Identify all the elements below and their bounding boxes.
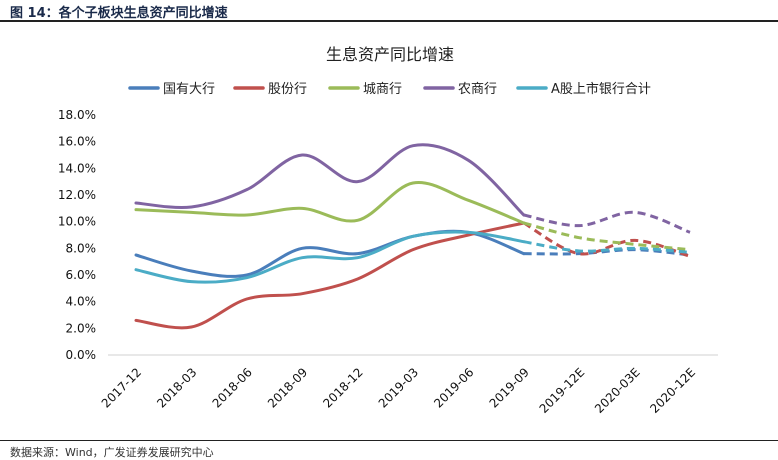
series-line-actual (134, 229, 526, 278)
legend: 国有大行 股份行 城商行 农商行 A股上市银行合计 (128, 81, 651, 97)
legend-item: 农商行 (423, 82, 497, 97)
x-tick-label: 2017-12 (99, 365, 144, 410)
x-tick-label: 2020-03E (592, 365, 643, 416)
figure-title: 图 14：各个子板块生息资产同比增速 (10, 6, 228, 21)
top-divider (0, 20, 778, 22)
source-note: 数据来源：Wind，广发证券发展研究中心 (10, 446, 214, 459)
series-line-actual (134, 230, 526, 284)
y-tick-label: 10.0% (58, 215, 96, 229)
series-line-actual (134, 181, 526, 225)
x-tick-label: 2019-06 (431, 365, 476, 410)
y-tick-label: 16.0% (58, 135, 96, 149)
y-tick-label: 6.0% (66, 268, 97, 282)
y-tick-label: 14.0% (58, 161, 96, 175)
x-tick-label: 2019-09 (487, 365, 532, 410)
series-line-forecast (523, 240, 691, 254)
series-line-actual (134, 143, 526, 217)
legend-item: 城商行 (328, 82, 402, 97)
x-tick-label: 2020-12E (647, 365, 698, 416)
x-tick-label: 2019-12E (537, 365, 588, 416)
legend-label: 城商行 (363, 82, 402, 97)
y-tick-label: 2.0% (66, 321, 97, 335)
x-tick-label: 2019-03 (376, 365, 421, 410)
series-line-forecast (523, 221, 691, 252)
bottom-divider (0, 440, 778, 441)
series-2 (134, 181, 691, 252)
chart-title: 生息资产同比增速 (326, 45, 454, 64)
series-3 (134, 143, 691, 234)
legend-item: 国有大行 (128, 82, 215, 97)
y-tick-label: 8.0% (66, 241, 97, 255)
series-lines (134, 143, 691, 330)
y-tick-label: 4.0% (66, 295, 97, 309)
series-line-actual (134, 221, 526, 330)
legend-label: 国有大行 (163, 82, 215, 97)
x-tick-label: 2018-06 (210, 365, 255, 410)
line-chart: 生息资产同比增速 国有大行 股份行 城商行 农商行 A股上市银行合计 0.0% 2.0% 4… (58, 45, 718, 416)
series-1 (134, 221, 691, 330)
series-0 (134, 229, 691, 278)
legend-label: 农商行 (458, 82, 497, 97)
x-axis: 2017-12 2018-03 2018-06 2018-09 2018-12 2019-… (99, 354, 718, 416)
y-tick-label: 18.0% (58, 108, 96, 122)
y-tick-label: 12.0% (58, 188, 96, 202)
legend-item: 股份行 (233, 82, 307, 97)
y-tick-label: 0.0% (66, 348, 97, 362)
series-line-forecast (523, 221, 691, 258)
x-tick-label: 2018-09 (265, 365, 310, 410)
x-tick-label: 2018-12 (320, 365, 365, 410)
legend-item: A股上市银行合计 (516, 81, 651, 97)
series-line-forecast (523, 210, 691, 234)
y-axis: 0.0% 2.0% 4.0% 6.0% 8.0% 10.0% 12.0% 14.0% 16.0%… (58, 108, 96, 362)
legend-label: A股上市银行合计 (551, 81, 651, 97)
x-tick-label: 2018-03 (154, 365, 199, 410)
legend-label: 股份行 (268, 82, 307, 97)
series-4 (134, 230, 691, 284)
